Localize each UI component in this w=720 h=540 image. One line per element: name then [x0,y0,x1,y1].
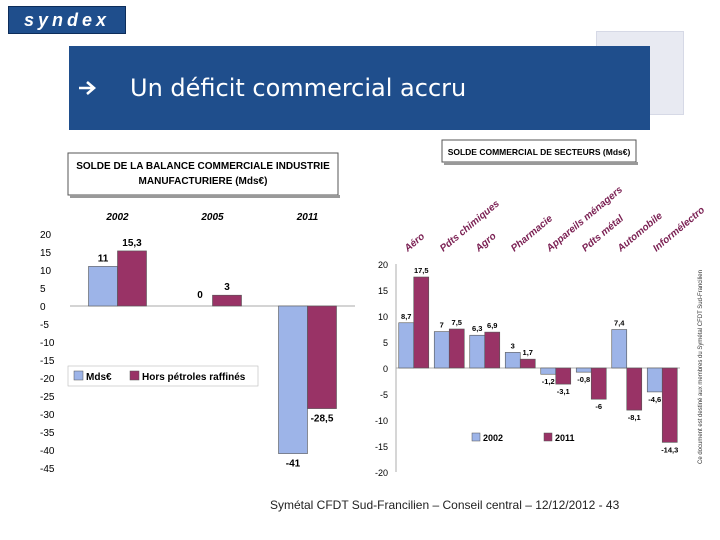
syndex-logo: syndex [8,6,126,34]
bar-2011 [626,367,643,411]
legend-swatch [543,432,553,442]
legend-box [67,365,259,387]
legend-label: Mds€ [86,372,112,383]
y-tick-label: -30 [40,410,55,421]
logo-text: syndex [23,10,111,30]
data-label: -1,2 [542,377,555,386]
y-tick-label: -40 [40,446,55,457]
data-label: 0 [197,290,203,301]
bar-2011 [484,331,501,369]
data-label: 3 [511,341,515,350]
data-label: 15,3 [122,238,142,249]
data-label: -6 [595,402,602,411]
bar-2011 [413,276,430,369]
data-label: 17,5 [414,266,429,275]
bar-2011 [661,367,678,443]
y-tick-label: 5 [383,338,388,348]
bar-2011 [590,367,607,400]
data-label: 8,7 [401,312,411,321]
y-tick-label: 15 [378,286,388,296]
data-label: -28,5 [311,414,334,425]
data-label: 6,9 [487,321,497,330]
chart-title: SOLDE COMMERCIAL DE SECTEURS (Mds€) [448,147,631,157]
y-tick-label: 10 [40,266,52,277]
bar-Mds€ [278,305,308,454]
data-label: 7,4 [614,319,625,328]
y-tick-label: -5 [40,320,49,331]
y-tick-label: 0 [40,302,46,313]
bar-Hors pétroles raffinés [212,294,242,307]
bar-2002 [433,331,450,369]
bar-2002 [469,334,486,369]
page-title: Un déficit commercial accru [130,74,467,102]
y-tick-label: 5 [40,284,46,295]
data-label: -41 [286,459,301,470]
side-note-text: Ce document est destiné aux membres du S… [698,270,704,464]
legend-label: Hors pétroles raffinés [142,372,246,383]
legend-label: 2002 [483,433,503,443]
sector-trade-balance-chart: SOLDE COMMERCIAL DE SECTEURS (Mds€) 20 15 1… [375,139,707,478]
y-tick-label: -5 [380,390,388,400]
chart-title-shadow [70,195,340,198]
data-label: 11 [98,253,109,264]
y-tick-label: -45 [40,464,55,475]
y-tick-label: -10 [375,416,388,426]
y-tick-label: 15 [40,248,52,259]
bar-2002 [646,367,663,393]
y-tick-label: -20 [375,468,388,478]
data-label: 7,5 [452,318,462,327]
data-label: 3 [224,282,230,293]
category-label: 2002 [105,212,129,223]
right-arrow-icon [79,81,96,95]
y-tick-label: -25 [40,392,55,403]
bar-Hors pétroles raffinés [307,305,337,409]
data-label: -0,8 [577,375,590,384]
chart-title-line: SOLDE DE LA BALANCE COMMERCIALE INDUSTRI… [76,161,330,172]
bar-Mds€ [88,266,118,307]
legend-label: 2011 [555,433,575,443]
chart-title-box [67,152,339,196]
footer: Symétal CFDT Sud-Francilien – Conseil ce… [270,498,620,512]
title-banner [69,46,650,130]
data-label: 6,3 [472,324,482,333]
legend-swatch [73,370,84,381]
y-tick-label: 10 [378,312,388,322]
chart-title-line: MANUFACTURIERE (Mds€) [139,176,268,187]
data-label: 7 [440,321,444,330]
y-tick-label: -35 [40,428,55,439]
bar-2002 [611,329,628,369]
y-tick-label: -15 [40,356,55,367]
category-label: 2011 [296,212,319,223]
category-label: Aéro [402,231,427,255]
chart-title-shadow [444,162,638,165]
category-label: Agro [473,231,499,255]
industry-trade-balance-chart: SOLDE DE LA BALANCE COMMERCIALE INDUSTRI… [40,152,355,475]
bar-Hors pétroles raffinés [117,250,147,307]
y-tick-label: -10 [40,338,55,349]
category-label: 2005 [200,212,224,223]
data-label: -4,6 [648,395,661,404]
y-tick-label: -15 [375,442,388,452]
data-label: -8,1 [628,413,641,422]
data-label: 1,7 [523,348,533,357]
y-tick-label: 20 [378,260,388,270]
data-label: -14,3 [661,445,678,454]
bar-2002 [398,322,415,369]
y-tick-label: -20 [40,374,55,385]
category-label: Pdts chimiques [438,198,502,254]
legend-swatch [129,370,140,381]
y-tick-label: 20 [40,230,52,241]
bar-2002 [540,367,557,375]
bar-2011 [519,358,536,369]
data-label: -3,1 [557,387,570,396]
bar-2002 [575,367,592,373]
bar-2002 [504,352,521,369]
legend-swatch [471,432,481,442]
bar-2011 [448,328,465,369]
bar-2011 [555,367,572,385]
y-tick-label: 0 [383,364,388,374]
